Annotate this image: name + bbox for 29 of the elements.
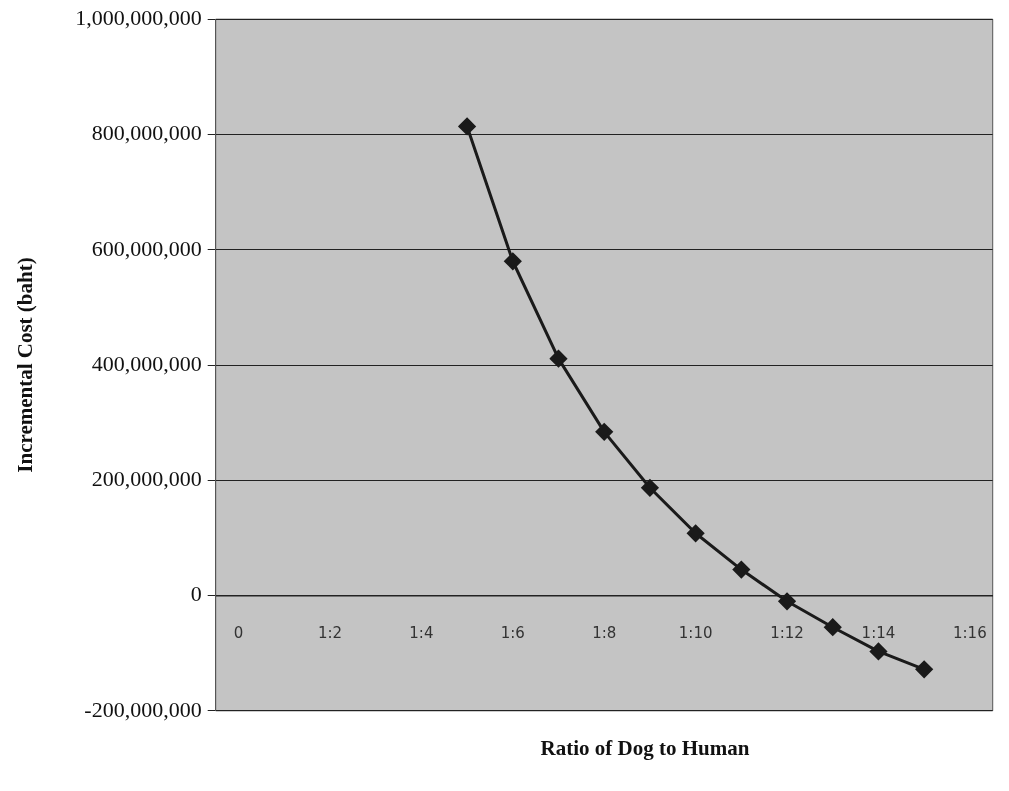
x-tick-label: 1:14: [861, 624, 896, 643]
x-tick-label: 0: [233, 624, 244, 643]
y-tick-label: -200,000,000: [84, 696, 202, 722]
point: [869, 642, 887, 660]
point: [824, 618, 842, 636]
point: [641, 479, 659, 497]
y-tick-label: 1,000,000,000: [75, 4, 202, 30]
x-tick-label: 1:6: [500, 624, 525, 643]
x-axis-title: Ratio of Dog to Human: [539, 736, 751, 761]
x-tick-label: 1:12: [770, 624, 804, 643]
x-tick-label: 1:8: [592, 624, 617, 643]
x-tick-label: 1:2: [317, 624, 343, 643]
point: [915, 660, 933, 678]
y-tick-label: 600,000,000: [91, 235, 202, 261]
point: [458, 117, 476, 135]
point: [504, 252, 522, 270]
point: [595, 423, 613, 441]
y-tick-label: 800,000,000: [91, 120, 202, 146]
point: [687, 524, 705, 542]
x-tick-label: 1:10: [678, 624, 713, 643]
x-tick-label: 1:16: [953, 624, 987, 643]
x-tick-label: 1:4: [409, 624, 434, 643]
point: [778, 592, 796, 610]
y-tick-label: 400,000,000: [91, 350, 202, 376]
point: [732, 561, 750, 579]
point: [550, 350, 567, 368]
y-tick-label: 200,000,000: [91, 466, 202, 492]
y-tick-label: 0: [190, 581, 202, 607]
y-axis-title: Incremental Cost (baht): [13, 257, 38, 473]
